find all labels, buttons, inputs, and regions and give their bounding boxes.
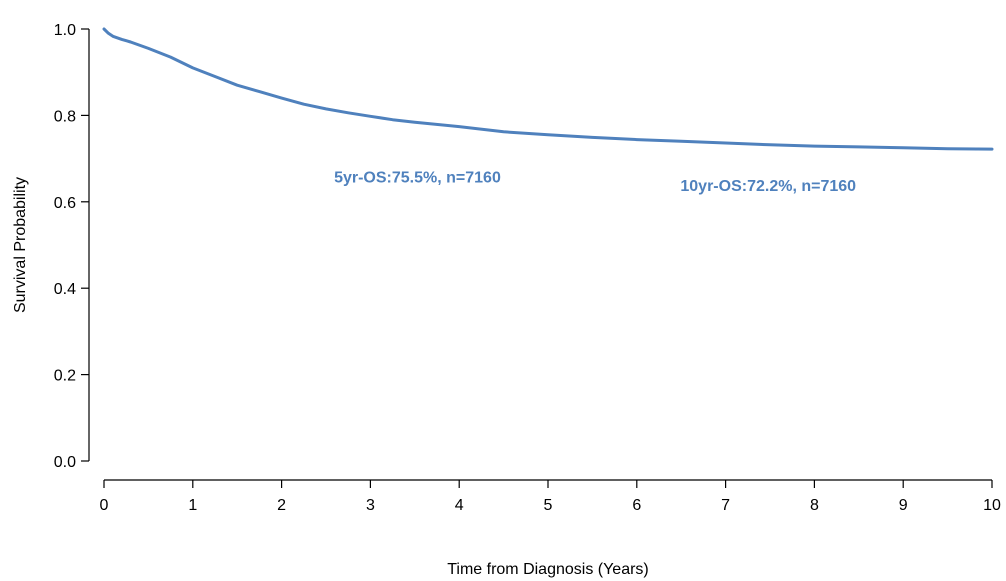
os-annotation: 10yr-OS:72.2%, n=7160 — [680, 178, 856, 195]
x-tick-label: 9 — [899, 497, 908, 514]
axes — [88, 29, 992, 481]
y-tick-label: 0.2 — [54, 368, 76, 385]
x-tick-label: 0 — [100, 497, 109, 514]
y-tick-label: 0.6 — [54, 195, 76, 212]
survival-curve — [102, 27, 994, 151]
x-tick-label: 7 — [721, 497, 730, 514]
x-tick-label: 5 — [544, 497, 553, 514]
x-ticks: 0 1 2 3 4 5 6 7 8 9 10 — [100, 480, 1001, 514]
y-tick-label: 1.0 — [54, 22, 76, 39]
y-tick-label: 0.4 — [54, 281, 76, 298]
x-axis-title: Time from Diagnosis (Years) — [447, 561, 649, 578]
x-tick-label: 2 — [277, 497, 286, 514]
x-tick-label: 6 — [632, 497, 641, 514]
y-ticks: 0.0 0.2 0.4 0.6 0.8 1.0 — [54, 22, 89, 471]
y-axis-title: Survival Probability — [12, 177, 29, 313]
x-tick-label: 1 — [188, 497, 197, 514]
y-tick-label: 0.0 — [54, 454, 76, 471]
y-tick-label: 0.8 — [54, 108, 76, 125]
x-tick-label: 10 — [983, 497, 1001, 514]
x-tick-label: 4 — [455, 497, 464, 514]
x-tick-label: 3 — [366, 497, 375, 514]
os-annotation: 5yr-OS:75.5%, n=7160 — [334, 169, 501, 186]
x-tick-label: 8 — [810, 497, 819, 514]
annotations: 5yr-OS:75.5%, n=7160 10yr-OS:72.2%, n=716… — [334, 169, 856, 195]
